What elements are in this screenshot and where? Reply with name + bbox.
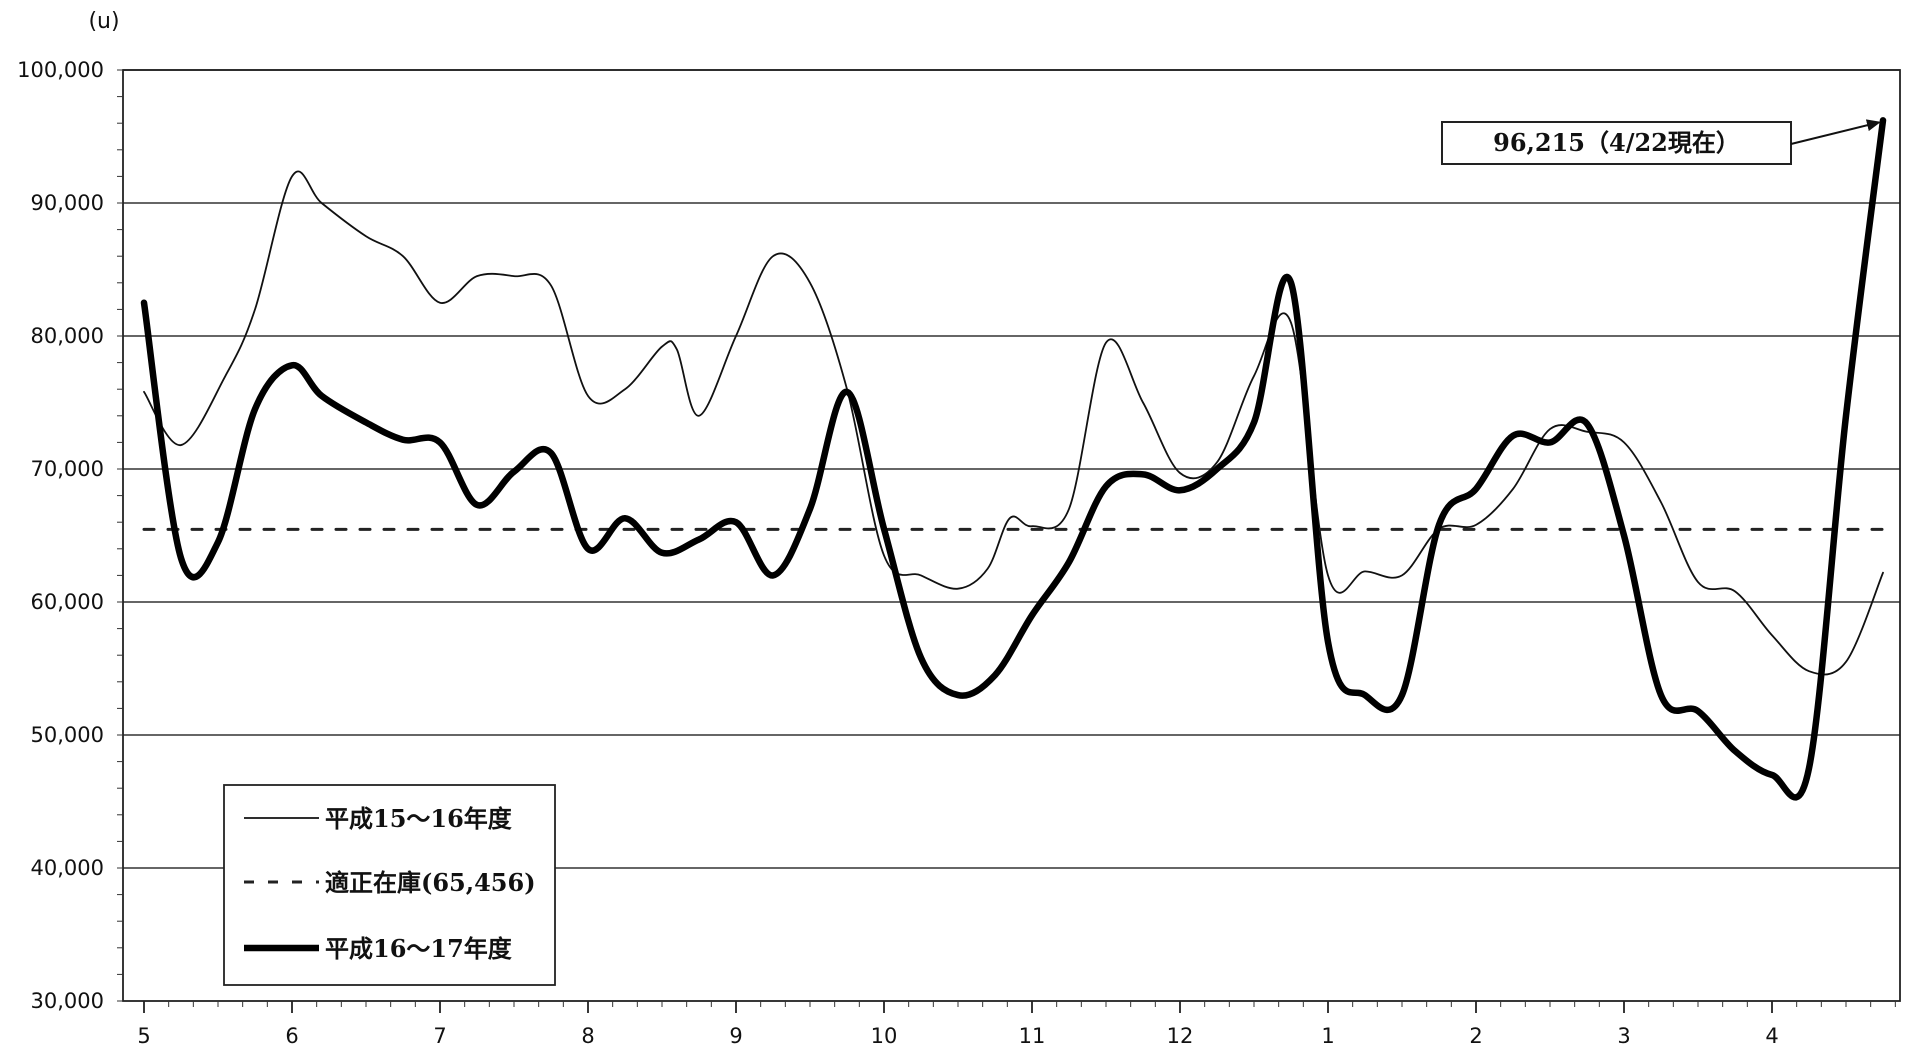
y-tick-label: 60,000 — [31, 590, 104, 614]
y-tick-label: 30,000 — [31, 989, 104, 1013]
x-tick-label: 1 — [1321, 1024, 1334, 1048]
x-tick-label: 10 — [871, 1024, 898, 1048]
x-tick-label: 3 — [1617, 1024, 1630, 1048]
annotation-layer: 96,215（4/22現在） — [1441, 119, 1881, 165]
series-layer — [140, 117, 1887, 801]
legend-label-1: 平成15～16年度 — [325, 804, 513, 833]
plot-frame — [122, 69, 1901, 1002]
y-tick-label: 50,000 — [31, 723, 104, 747]
annotation-box — [1441, 121, 1792, 165]
series-line-1 — [143, 170, 1884, 676]
x-tick-label: 12 — [1167, 1024, 1194, 1048]
x-tick-label: 5 — [137, 1024, 150, 1048]
x-tick-label: 4 — [1765, 1024, 1778, 1048]
legend-label-3: 平成16～17年度 — [325, 934, 513, 963]
y-tick-label: 40,000 — [31, 856, 104, 880]
y-tick-label: 70,000 — [31, 457, 104, 481]
y-tick-label: 90,000 — [31, 191, 104, 215]
x-tick-label: 2 — [1469, 1024, 1482, 1048]
x-tick-label: 8 — [581, 1024, 594, 1048]
axis-layer: 100,000 90,000 80,000 70,000 60,000 50,000 40,… — [17, 9, 1901, 1048]
y-tick-label: 100,000 — [17, 58, 104, 82]
annotation-label: 96,215（4/22現在） — [1493, 128, 1740, 157]
x-tick-label: 9 — [729, 1024, 742, 1048]
x-tick-label: 6 — [285, 1024, 298, 1048]
grid-layer — [123, 69, 1900, 869]
annotation-arrow — [1790, 119, 1881, 145]
legend-label-2: 適正在庫(65,456) — [325, 868, 536, 897]
series-line-3 — [140, 117, 1887, 801]
x-tick-label: 11 — [1019, 1024, 1046, 1048]
y-unit-label: (u) — [88, 9, 119, 34]
y-tick-label: 80,000 — [31, 324, 104, 348]
x-tick-label: 7 — [433, 1024, 446, 1048]
